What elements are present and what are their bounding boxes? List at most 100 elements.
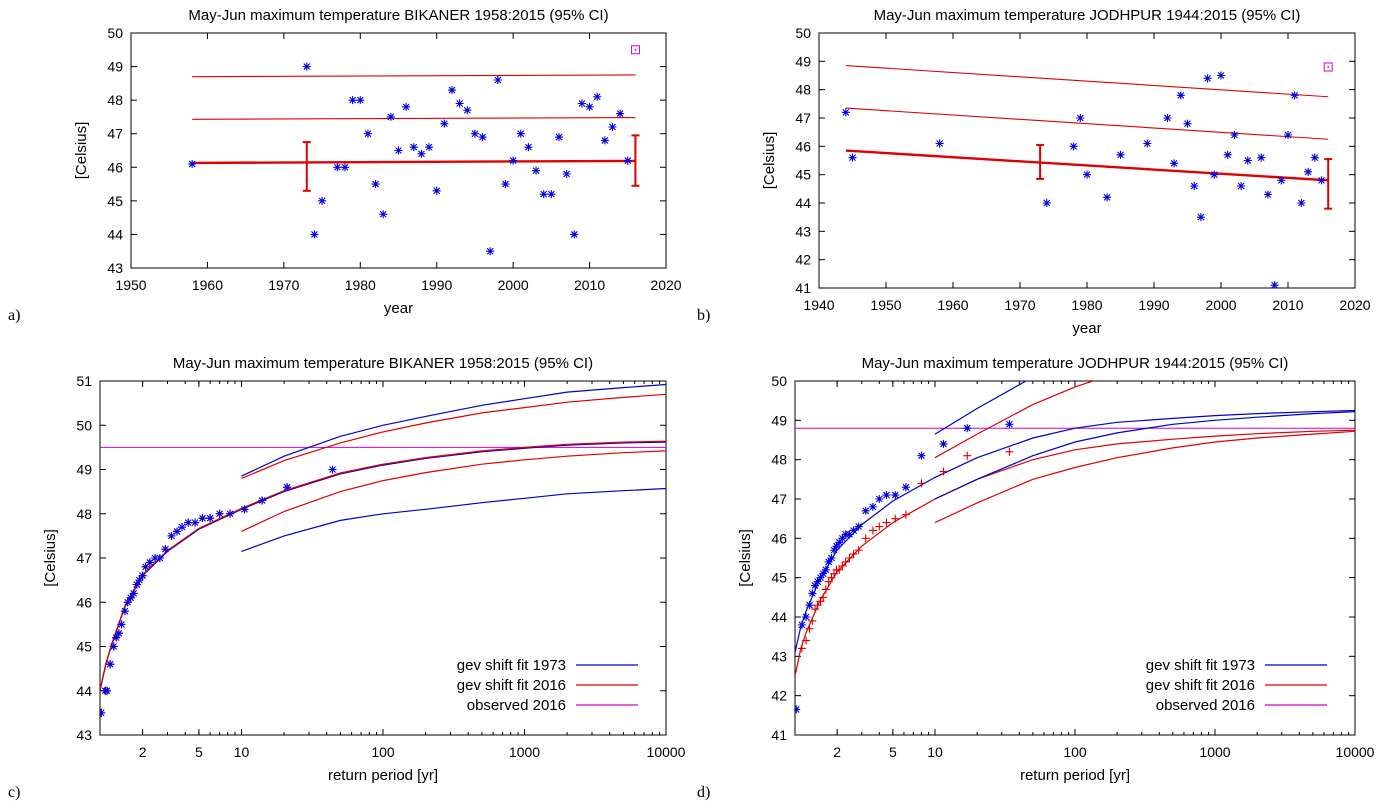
data-point-2016	[808, 616, 817, 625]
y-tick-label: 43	[107, 260, 123, 276]
data-point-1973	[795, 705, 801, 714]
data-point-2016	[805, 624, 814, 633]
x-tick-label: 10	[234, 744, 250, 760]
data-point-2016	[963, 451, 972, 460]
y-tick-label: 45	[771, 570, 787, 586]
observed-2016-point-center	[1327, 66, 1329, 68]
data-point	[1170, 159, 1179, 168]
data-point	[593, 92, 602, 101]
data-point	[1069, 142, 1078, 151]
legend: gev shift fit 1973 gev shift fit 2016 obse…	[457, 657, 638, 714]
data-point	[623, 156, 632, 165]
x-tick-label: 10000	[1336, 744, 1375, 760]
data-point	[1103, 193, 1112, 202]
data-point-1973	[901, 483, 910, 492]
data-point-2016	[802, 636, 811, 645]
y-tick-label: 45	[107, 193, 123, 209]
data-point	[577, 99, 586, 108]
data-point-1973	[215, 509, 224, 518]
plot-frame	[794, 380, 1356, 736]
y-tick-label: 49	[771, 412, 787, 428]
data-point-1973	[151, 554, 160, 562]
data-point	[486, 247, 495, 256]
data-point-2016	[845, 554, 854, 562]
data-point-1973	[835, 538, 844, 547]
data-point	[341, 163, 349, 172]
data-point	[1163, 114, 1172, 122]
y-tick-label: 44	[76, 683, 92, 699]
data-point	[1116, 150, 1125, 159]
data-point-2016	[882, 518, 891, 527]
data-point	[848, 153, 857, 162]
plot-data	[841, 62, 1333, 288]
data-point-1973	[811, 581, 820, 590]
data-point	[1223, 150, 1232, 159]
x-tick-label: 1940	[803, 297, 834, 313]
data-point	[600, 136, 609, 145]
data-point	[1042, 199, 1051, 207]
panel-a: May-Jun maximum temperature BIKANER 1958…	[8, 7, 682, 324]
data-point	[478, 133, 487, 142]
data-point	[302, 62, 311, 71]
data-point	[1083, 170, 1091, 179]
data-point-2016	[838, 561, 847, 570]
plot-frame	[99, 380, 667, 736]
y-tick-label: 42	[771, 688, 787, 704]
legend: gev shift fit 1973 gev shift fit 2016 obse…	[1146, 657, 1327, 714]
y-tick-label: 45	[795, 167, 811, 183]
observed-2016-point	[1323, 62, 1333, 72]
data-point-1973	[819, 569, 828, 578]
panel-c: May-Jun maximum temperature BIKANER 1958…	[8, 355, 686, 801]
data-point	[493, 76, 502, 84]
data-point-1973	[226, 509, 235, 518]
data-point-2016	[861, 534, 870, 543]
data-point-1973	[155, 554, 164, 562]
y-axis-label: [Celsius]	[737, 529, 754, 587]
data-point	[1237, 182, 1246, 190]
data-point-1973	[258, 496, 267, 505]
data-point	[379, 210, 388, 219]
data-point	[501, 180, 510, 189]
data-point-1973	[123, 598, 132, 607]
data-point-1973	[102, 686, 111, 695]
data-point	[402, 102, 411, 111]
x-tick-label: 2	[833, 744, 841, 760]
data-point	[1076, 114, 1085, 122]
data-point	[1243, 156, 1252, 165]
data-point	[555, 133, 563, 142]
y-tick-label: 48	[795, 82, 811, 98]
data-point-1973	[813, 577, 822, 586]
data-point-1973	[917, 451, 926, 460]
data-point	[448, 86, 456, 95]
data-point-1973	[832, 542, 841, 551]
plot-data	[100, 383, 666, 717]
observed-2016-point	[630, 45, 640, 55]
data-point	[547, 190, 556, 199]
data-point	[1230, 131, 1239, 139]
data-point-1973	[797, 620, 806, 629]
chart-title: May-Jun maximum temperature BIKANER 1958…	[173, 355, 593, 372]
data-point	[1196, 213, 1205, 222]
x-tick-label: 1960	[192, 277, 223, 293]
data-point-1973	[145, 558, 154, 567]
y-tick-label: 51	[76, 373, 92, 389]
data-point-1973	[161, 545, 170, 554]
data-point-1973	[184, 518, 193, 527]
fit-line-return-10yr	[192, 117, 636, 120]
x-tick-label: 100	[1063, 744, 1087, 760]
data-point	[188, 159, 197, 168]
data-point	[608, 123, 617, 131]
data-point	[585, 102, 594, 111]
data-point	[1143, 139, 1152, 148]
data-point	[463, 106, 472, 115]
data-point	[1176, 91, 1185, 100]
data-point	[1257, 153, 1266, 162]
data-point	[318, 196, 327, 205]
y-tick-label: 48	[771, 452, 787, 468]
y-axis-label: [Celsius]	[761, 132, 778, 190]
data-point	[570, 230, 579, 239]
data-point	[386, 112, 395, 121]
legend-label: gev shift fit 2016	[1146, 677, 1255, 694]
y-tick-label: 44	[771, 609, 787, 625]
y-tick-label: 43	[76, 727, 92, 743]
